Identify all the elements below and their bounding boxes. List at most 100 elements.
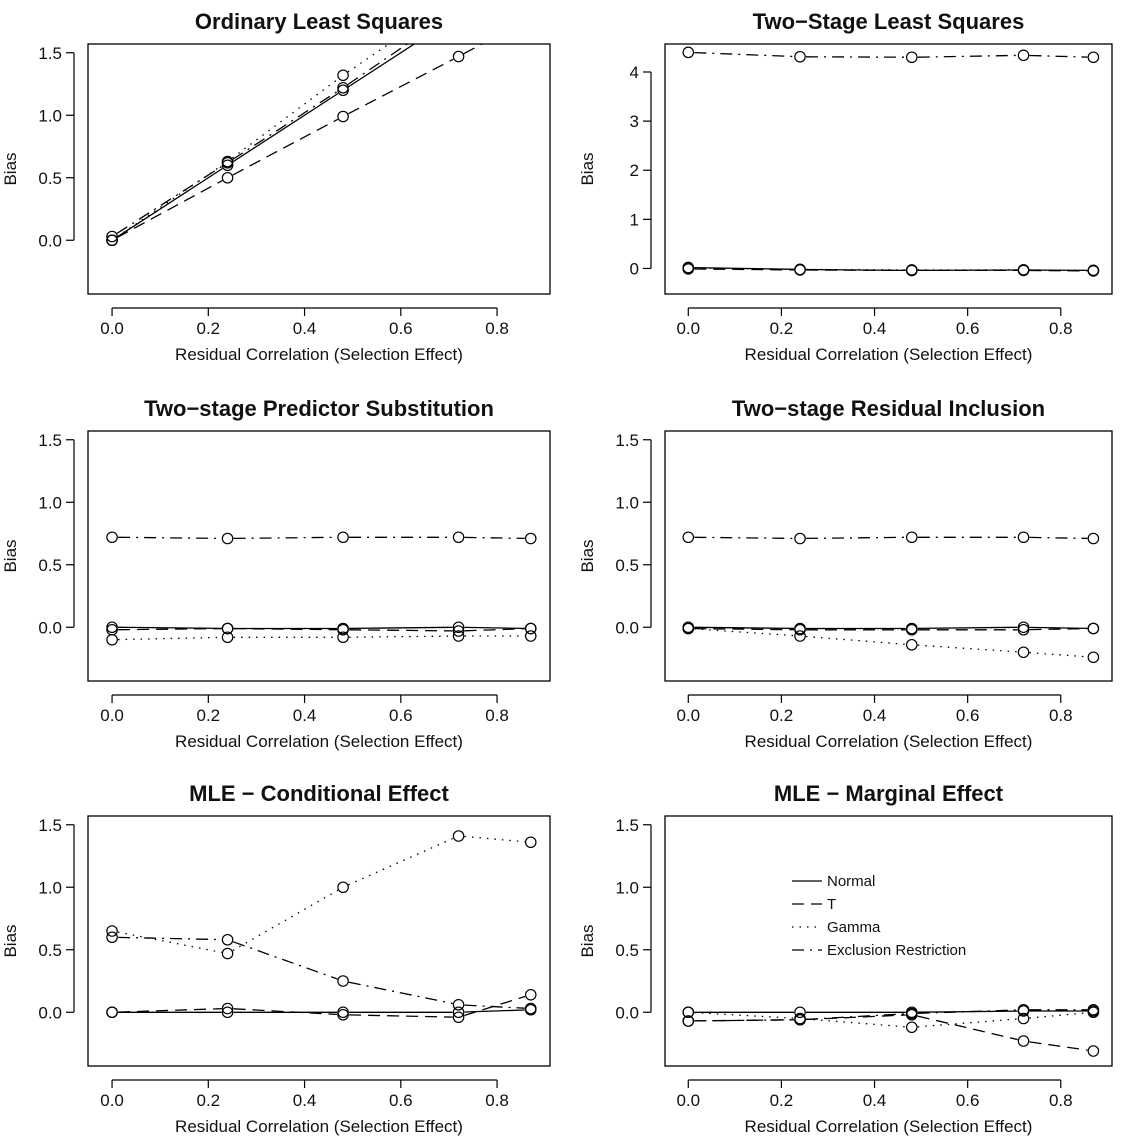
chart-title: MLE − Conditional Effect: [189, 781, 449, 806]
x-tick-label: 0.2: [770, 1091, 794, 1110]
data-point: [106, 633, 118, 646]
data-point: [682, 1015, 695, 1027]
panel-3: Two−stage Predictor Substitution 0.0 0.2 0.…: [1, 396, 551, 751]
y-tick-label: 0.0: [38, 618, 62, 637]
data-point: [905, 1021, 918, 1034]
series-line-exclusion-restriction: [118, 936, 525, 1009]
data-point: [221, 933, 234, 946]
x-tick-label: 0.8: [1049, 1091, 1073, 1110]
x-tick-label: 0.2: [770, 706, 794, 725]
data-point: [524, 1002, 537, 1015]
data-point: [1017, 1012, 1030, 1025]
series-line-t: [694, 268, 1088, 272]
x-tick-label: 0.2: [770, 319, 794, 338]
y-tick-label: 0.5: [615, 556, 639, 575]
data-point: [452, 630, 465, 642]
series-line-normal: [694, 626, 1088, 630]
legend-label: T: [827, 896, 836, 913]
data-point: [524, 836, 537, 849]
y-tick-label: 1.5: [615, 816, 639, 835]
series-line-t: [116, 44, 484, 238]
data-point: [1087, 1045, 1100, 1057]
series-line-gamma: [116, 44, 391, 238]
y-tick-label: 1.5: [38, 816, 62, 835]
plot-frame: [87, 43, 551, 295]
x-tick-label: 0.6: [956, 1091, 980, 1110]
data-point: [337, 110, 349, 123]
x-tick-label: 0.2: [196, 319, 220, 338]
y-tick-label: 0.0: [38, 1003, 62, 1022]
x-tick-label: 0.8: [1049, 706, 1073, 725]
data-point: [682, 1006, 695, 1019]
data-point: [794, 263, 806, 276]
y-tick-label: 1.5: [615, 431, 639, 450]
y-tick-label: 0.5: [38, 941, 62, 960]
data-point: [337, 84, 349, 97]
x-tick-label: 0.4: [293, 1091, 317, 1110]
x-axis-label: Residual Correlation (Selection Effect): [175, 1117, 463, 1136]
x-tick-label: 0.4: [293, 319, 317, 338]
y-tick-label: 0: [630, 259, 639, 278]
x-tick-label: 0.0: [676, 1091, 700, 1110]
data-point: [905, 51, 918, 64]
legend-label: Gamma: [827, 919, 881, 936]
data-point: [452, 625, 465, 637]
plot-frame: [664, 430, 1113, 682]
series-line-exclusion-restriction: [116, 44, 409, 234]
series-line-normal: [116, 44, 416, 238]
data-point: [1017, 531, 1030, 544]
series-line-normal: [118, 1009, 525, 1013]
data-point: [337, 623, 349, 636]
data-point: [106, 621, 118, 634]
data-point: [221, 532, 234, 545]
data-point: [452, 531, 465, 544]
data-point: [452, 1006, 465, 1019]
plot-frame: [664, 815, 1113, 1067]
data-point: [1087, 51, 1100, 64]
data-point: [905, 623, 918, 636]
data-point: [337, 631, 349, 644]
y-tick-label: 0.5: [38, 169, 62, 188]
x-tick-label: 0.6: [956, 706, 980, 725]
x-tick-label: 0.0: [676, 706, 700, 725]
legend-label: Normal: [827, 873, 875, 890]
data-point: [452, 50, 465, 63]
data-point: [524, 532, 537, 545]
series-line-normal: [118, 626, 525, 630]
x-axis-label: Residual Correlation (Selection Effect): [745, 1117, 1033, 1136]
data-point: [905, 638, 918, 651]
series-line-t: [694, 627, 1088, 631]
panel-4: Two−stage Residual Inclusion 0.0 0.2 0.4 0.6…: [578, 396, 1113, 751]
y-tick-label: 1.0: [38, 878, 62, 897]
y-axis-label: Bias: [1, 539, 20, 572]
data-point: [452, 830, 465, 842]
x-tick-label: 0.0: [100, 1091, 124, 1110]
data-point: [794, 1006, 806, 1019]
plot-frame: [87, 430, 551, 682]
data-point: [221, 622, 234, 635]
x-axis-label: Residual Correlation (Selection Effect): [175, 732, 463, 751]
data-point: [682, 262, 695, 274]
data-point: [794, 1013, 806, 1026]
y-tick-label: 3: [630, 112, 639, 131]
x-tick-label: 0.2: [196, 1091, 220, 1110]
data-point: [524, 622, 537, 635]
legend: Normal T Gamma Exclusion Restriction: [792, 873, 966, 959]
x-tick-label: 0.2: [196, 706, 220, 725]
data-point: [106, 230, 118, 243]
x-tick-label: 0.4: [293, 706, 317, 725]
data-point: [337, 881, 349, 894]
data-point: [1017, 646, 1030, 659]
data-point: [1017, 621, 1030, 634]
x-tick-label: 0.6: [389, 319, 413, 338]
data-point: [905, 264, 918, 276]
x-tick-label: 0.8: [1049, 319, 1073, 338]
x-axis-label: Residual Correlation (Selection Effect): [745, 345, 1033, 364]
x-tick-label: 0.4: [863, 706, 887, 725]
data-point: [1017, 1035, 1030, 1047]
data-point: [794, 623, 806, 636]
data-point: [337, 975, 349, 987]
data-point: [337, 1008, 349, 1021]
data-point: [106, 925, 118, 937]
